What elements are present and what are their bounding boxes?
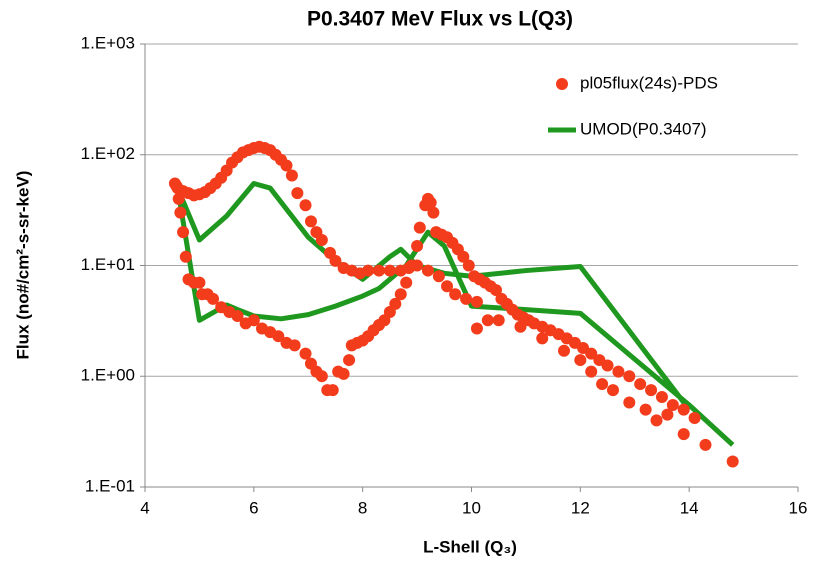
data-point	[383, 264, 396, 277]
data-point	[326, 384, 339, 397]
data-point	[536, 332, 549, 345]
data-point	[449, 288, 462, 301]
data-point	[677, 428, 690, 441]
legend-label: pl05flux(24s)-PDS	[580, 73, 718, 92]
data-point	[726, 455, 739, 468]
x-tick-label: 8	[358, 498, 367, 517]
data-point	[207, 292, 220, 305]
data-point	[489, 284, 502, 297]
data-point	[699, 438, 712, 451]
data-point	[470, 295, 483, 308]
x-tick-label: 10	[462, 498, 481, 517]
data-point	[623, 396, 636, 409]
data-point	[558, 344, 571, 357]
data-point	[441, 280, 454, 293]
data-point	[394, 288, 407, 301]
data-point	[645, 384, 658, 397]
data-point	[606, 384, 619, 397]
data-point	[601, 359, 614, 372]
data-point	[460, 292, 473, 305]
data-point	[688, 411, 701, 424]
y-tick-label: 1.E+01	[81, 255, 135, 274]
data-point	[285, 169, 298, 182]
legend-label: UMOD(P0.3407)	[580, 119, 707, 138]
data-point	[288, 339, 301, 352]
data-point	[315, 370, 328, 383]
data-point	[492, 314, 505, 327]
data-point	[585, 347, 598, 360]
data-point	[193, 276, 206, 289]
data-point	[411, 239, 424, 252]
data-point	[457, 250, 470, 263]
data-point	[343, 354, 356, 367]
data-point	[272, 330, 285, 343]
data-point	[315, 233, 328, 246]
x-tick-label: 4	[140, 498, 149, 517]
data-point	[177, 226, 190, 239]
data-point	[514, 320, 527, 333]
data-point	[400, 276, 413, 289]
data-point	[174, 206, 187, 219]
y-tick-label: 1.E+03	[81, 33, 135, 52]
data-point	[427, 206, 440, 219]
data-point	[372, 264, 385, 277]
data-point	[421, 264, 434, 277]
legend-swatch	[556, 78, 568, 90]
data-point	[362, 264, 375, 277]
data-point	[666, 399, 679, 412]
data-point	[179, 250, 192, 263]
data-point	[413, 221, 426, 234]
data-point	[389, 297, 402, 310]
y-tick-label: 1.E+00	[81, 366, 135, 385]
data-point	[634, 378, 647, 391]
x-tick-label: 12	[571, 498, 590, 517]
data-point	[639, 403, 652, 416]
data-point	[172, 192, 185, 205]
x-tick-label: 6	[249, 498, 258, 517]
data-point	[661, 408, 674, 421]
data-point	[337, 367, 350, 380]
y-tick-label: 1.E-01	[85, 476, 135, 495]
data-point	[574, 354, 587, 367]
data-point	[405, 259, 418, 272]
data-point	[432, 270, 445, 283]
x-tick-label: 16	[789, 498, 808, 517]
x-axis-label: L-Shell (Q₃)	[423, 537, 517, 556]
data-point	[299, 199, 312, 212]
y-axis-label: Flux (no#/cm²-s-sr-keV)	[13, 171, 32, 360]
data-point	[481, 314, 494, 327]
data-point	[329, 254, 342, 267]
data-point	[655, 390, 668, 403]
chart-title: P0.3407 MeV Flux vs L(Q3)	[307, 8, 573, 31]
data-point	[596, 378, 609, 391]
data-point	[585, 365, 598, 378]
data-point	[677, 403, 690, 416]
data-point	[462, 259, 475, 272]
x-tick-label: 14	[680, 498, 699, 517]
data-point	[424, 196, 437, 209]
y-tick-label: 1.E+02	[81, 144, 135, 163]
data-point	[247, 314, 260, 327]
data-point	[231, 309, 244, 322]
data-point	[280, 159, 293, 172]
data-point	[612, 365, 625, 378]
data-point	[291, 187, 304, 200]
data-point	[650, 414, 663, 427]
data-point	[299, 347, 312, 360]
data-point	[304, 215, 317, 228]
data-point	[470, 322, 483, 335]
data-point	[623, 370, 636, 383]
